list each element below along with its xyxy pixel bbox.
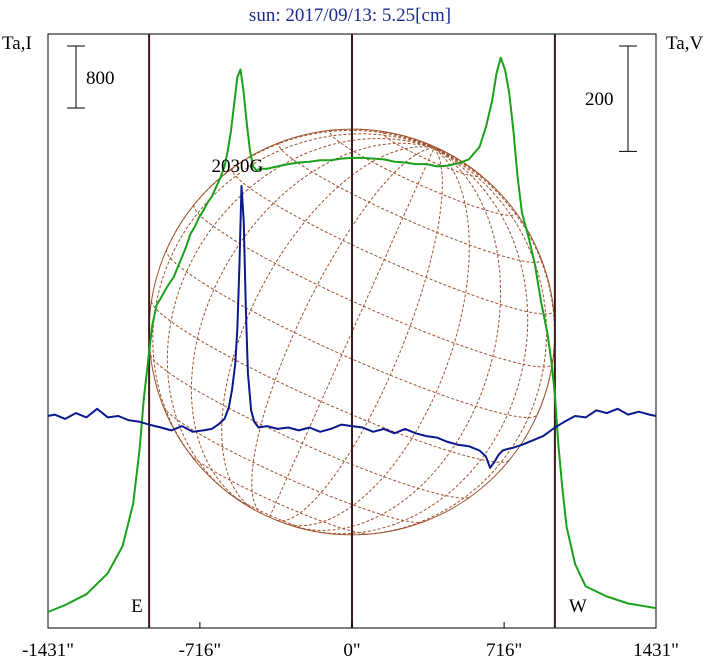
latitude-line — [329, 129, 517, 217]
x-tick-label: 716" — [486, 640, 522, 661]
scale-bars — [67, 45, 637, 152]
longitude-line — [429, 144, 435, 149]
x-tick-label: -1431" — [22, 640, 74, 661]
scale-bar-label-I: 800 — [86, 68, 115, 89]
series-line-V — [47, 185, 657, 469]
x-tick-label: 0" — [343, 640, 360, 661]
longitude-line — [166, 137, 435, 495]
x-tick-label: 1431" — [633, 640, 679, 661]
longitude-line — [433, 147, 502, 195]
latitude-line — [151, 301, 510, 463]
longitude-line — [433, 147, 440, 150]
text-layer: 800 200 -1431" -716" 0" 716" 1431" E W 2030G — [22, 68, 679, 661]
series-layer — [47, 56, 657, 613]
chart-title: sun: 2017/09/13: 5.25[cm] — [249, 5, 451, 26]
longitude-line — [355, 128, 435, 149]
longitude-line — [297, 147, 502, 531]
longitude-line — [277, 147, 443, 522]
latitude-line — [163, 406, 423, 524]
limb-label-w: W — [569, 596, 587, 617]
longitude-line — [190, 142, 435, 504]
longitude-line — [221, 146, 434, 511]
longitude-line — [251, 147, 434, 515]
x-tick-label: -716" — [179, 640, 222, 661]
longitude-line — [433, 147, 455, 158]
left-axis-label: Ta,I — [2, 33, 32, 54]
plot-frame — [47, 33, 657, 629]
longitude-line — [284, 147, 470, 527]
longitude-line — [269, 147, 435, 518]
longitude-line — [359, 147, 548, 536]
longitude-line — [166, 129, 435, 250]
longitude-line — [152, 133, 435, 463]
longitude-line — [313, 147, 529, 535]
scale-bar-label-V: 200 — [585, 89, 614, 110]
series-line-I — [47, 56, 657, 613]
limb-label-e: E — [131, 596, 143, 617]
latitude-line — [189, 454, 370, 535]
annotation-label: 2030G — [212, 156, 264, 177]
right-axis-label: Ta,V — [666, 33, 703, 54]
